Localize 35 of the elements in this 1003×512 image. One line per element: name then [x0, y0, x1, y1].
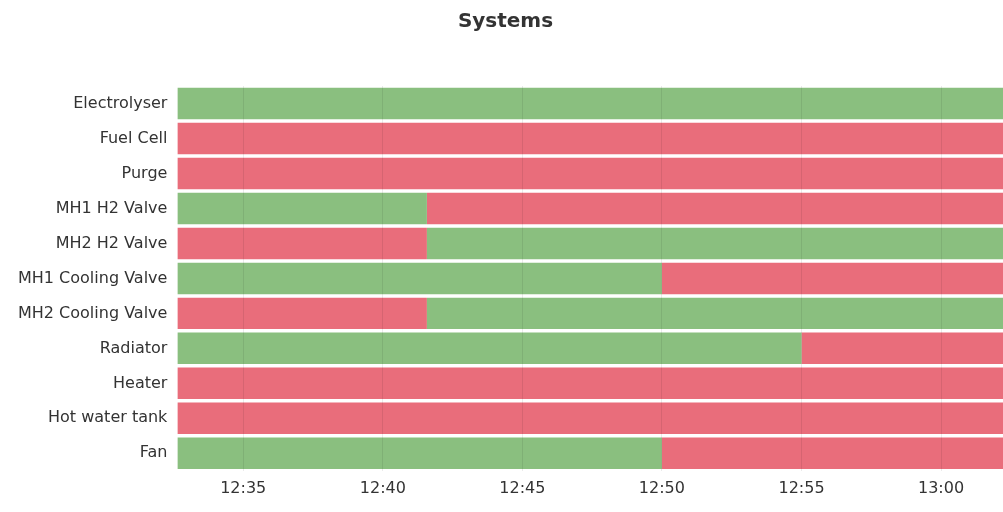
- y-tick-label: MH1 Cooling Valve: [18, 267, 168, 287]
- y-tick-label: Fuel Cell: [99, 127, 168, 147]
- x-tick-label: 12:45: [499, 477, 546, 497]
- y-tick-label: Hot water tank: [48, 407, 169, 427]
- bar: [177, 367, 1003, 400]
- y-tick-label: Electrolyser: [73, 92, 168, 112]
- y-tick-label: Radiator: [99, 337, 168, 357]
- bar: [177, 87, 1003, 120]
- x-tick-label: 13:00: [917, 477, 965, 497]
- bar: [177, 297, 427, 330]
- y-tick-label: MH1 H2 Valve: [55, 197, 168, 217]
- x-tick-label: 12:35: [220, 477, 267, 497]
- x-tick-label: 12:55: [778, 477, 825, 497]
- bar: [177, 122, 1003, 155]
- bar: [661, 262, 1003, 295]
- bar: [426, 297, 1003, 330]
- bar: [177, 262, 662, 295]
- bar: [177, 332, 802, 365]
- bar: [661, 437, 1003, 470]
- bar: [177, 402, 1003, 435]
- bar: [177, 227, 427, 260]
- x-tick-label: 12:50: [638, 477, 685, 497]
- bar: [177, 157, 1003, 190]
- y-tick-label: Fan: [139, 442, 168, 462]
- bar: [426, 192, 1003, 225]
- y-tick-label: MH2 H2 Valve: [55, 232, 168, 252]
- chart-title: Systems: [457, 8, 554, 33]
- y-tick-label: MH2 Cooling Valve: [18, 302, 168, 322]
- y-tick-label: Heater: [113, 372, 168, 392]
- x-tick-label: 12:40: [359, 477, 406, 497]
- bar: [801, 332, 1003, 365]
- bar: [426, 227, 1003, 260]
- y-tick-label: Purge: [121, 162, 168, 182]
- bar: [177, 437, 662, 470]
- bar: [177, 192, 427, 225]
